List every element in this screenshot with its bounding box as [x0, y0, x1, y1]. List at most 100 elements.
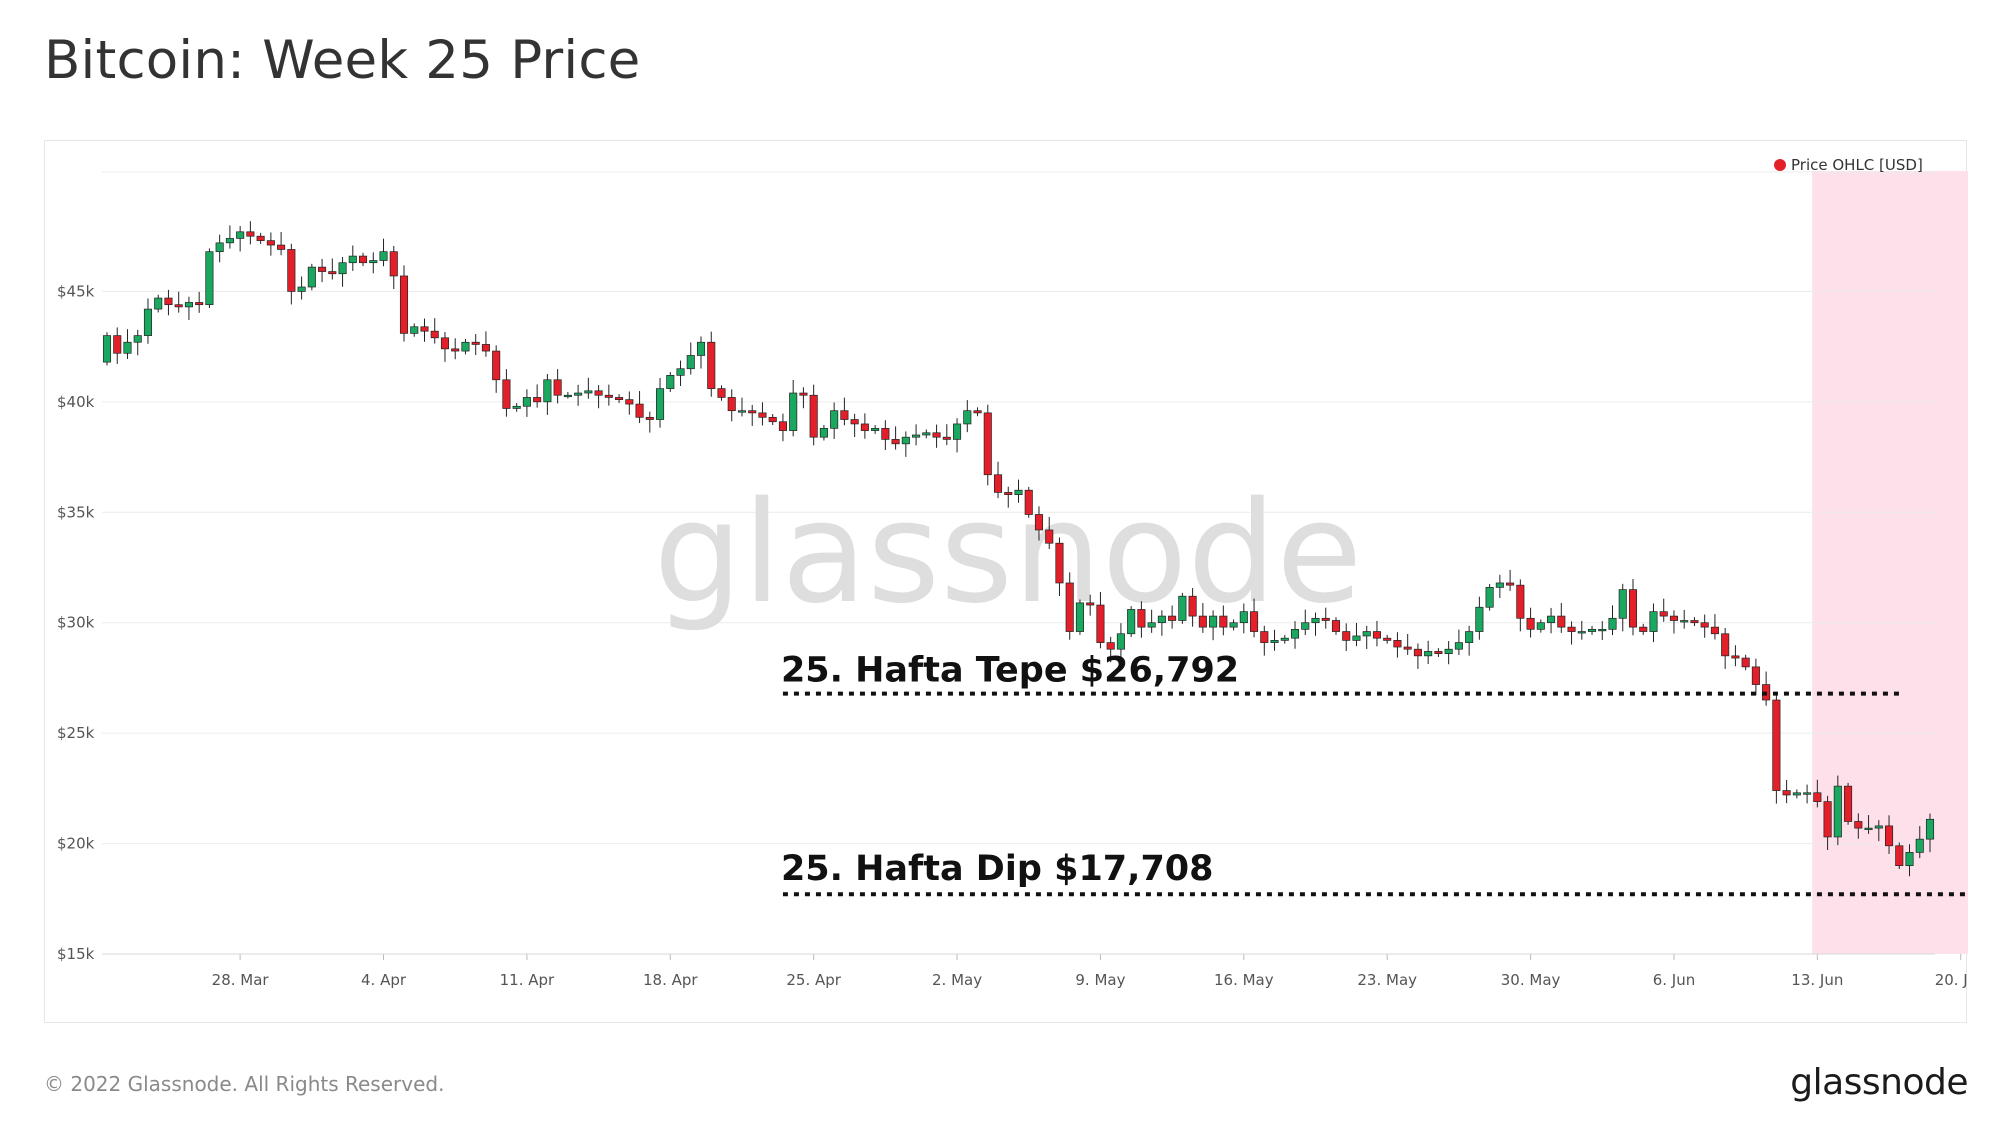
candle-body — [830, 410, 839, 429]
candle-body — [440, 337, 450, 350]
candle-body — [983, 412, 992, 476]
candle-body — [840, 410, 849, 420]
candle-body — [737, 410, 747, 413]
x-tick-label: 6. Jun — [1653, 971, 1696, 989]
candle-body — [297, 286, 306, 292]
candle-body — [748, 410, 757, 414]
annotation-label: 25. Hafta Dip $17,708 — [781, 849, 1214, 889]
candle-body — [1270, 640, 1279, 643]
candle-body — [338, 262, 347, 275]
candle-body — [1137, 609, 1146, 628]
candle-body — [1301, 622, 1310, 630]
candle-body — [645, 416, 654, 420]
candle-body — [993, 474, 1003, 493]
candle-body — [1700, 622, 1709, 628]
x-tick-label: 13. Jun — [1791, 971, 1843, 989]
candle-body — [1188, 595, 1197, 617]
glassnode-logo[interactable]: glassnode — [1790, 1062, 1968, 1103]
candle-body — [1485, 587, 1494, 608]
candle-body — [1290, 628, 1300, 639]
y-tick-label: $15k — [57, 945, 95, 963]
candle-body — [1260, 631, 1269, 643]
candle-body — [1884, 825, 1894, 847]
candle-body — [635, 403, 644, 418]
candle-body — [1198, 615, 1207, 628]
candle-body — [1004, 492, 1013, 495]
candle-body — [1833, 785, 1842, 838]
candle-body — [236, 231, 245, 239]
candle-body — [891, 439, 900, 445]
candle-body — [1075, 602, 1084, 632]
candle-body — [584, 390, 593, 394]
candle-body — [574, 392, 583, 396]
x-tick-label: 4. Apr — [361, 971, 407, 989]
candle-body — [901, 436, 910, 445]
candle-body — [778, 421, 787, 431]
candle-body — [1536, 622, 1545, 630]
candle-body — [717, 388, 726, 398]
candle-body — [973, 410, 982, 414]
x-tick-label: 23. May — [1357, 971, 1417, 989]
price-chart[interactable]: $15k$20k$25k$30k$35k$40k$45kglassnode25.… — [45, 141, 1968, 1024]
candle-body — [461, 341, 470, 352]
candle-body — [1024, 489, 1033, 515]
candle-body — [860, 423, 869, 431]
candle-body — [1639, 626, 1648, 632]
candle-body — [1065, 582, 1074, 632]
candle-body — [1782, 790, 1791, 796]
candle-body — [451, 348, 460, 352]
candle-body — [133, 335, 142, 343]
candle-body — [1106, 642, 1115, 650]
candle-body — [1311, 617, 1320, 624]
y-tick-label: $20k — [57, 835, 95, 853]
candle-body — [1239, 611, 1248, 624]
candle-body — [1659, 611, 1668, 617]
candle-body — [1331, 620, 1341, 632]
y-tick-label: $40k — [57, 393, 95, 411]
candle-body — [1506, 582, 1515, 586]
candle-body — [1383, 637, 1392, 641]
candle-body — [1669, 615, 1678, 621]
x-tick-label: 30. May — [1501, 971, 1561, 989]
candle-body — [1567, 626, 1576, 632]
candle-body — [1424, 651, 1433, 657]
candle-body — [471, 341, 480, 345]
candle-body — [1096, 604, 1105, 643]
page-title: Bitcoin: Week 25 Price — [44, 30, 641, 91]
candle-body — [1680, 620, 1689, 623]
candle-body — [707, 341, 716, 389]
candle-body — [102, 335, 112, 363]
candle-body — [113, 335, 122, 354]
candle-body — [277, 244, 286, 250]
candle-body — [205, 251, 214, 306]
x-tick-label: 25. Apr — [786, 971, 841, 989]
candle-body — [727, 397, 736, 412]
candle-body — [1250, 611, 1259, 632]
candle-body — [1895, 845, 1904, 867]
candle-body — [1854, 821, 1863, 829]
candle-body — [1280, 637, 1289, 641]
candle-body — [553, 379, 562, 396]
candle-body — [1874, 825, 1883, 829]
candle-body — [492, 350, 501, 381]
candle-body — [1813, 792, 1822, 802]
candle-body — [1219, 615, 1228, 628]
candle-body — [1792, 792, 1801, 796]
candle-body — [1516, 584, 1525, 619]
x-tick-label: 11. Apr — [500, 971, 555, 989]
legend-dot — [1774, 159, 1786, 171]
candle-body — [656, 388, 665, 420]
y-tick-label: $25k — [57, 724, 95, 742]
candle-body — [512, 405, 521, 409]
candle-body — [1608, 617, 1617, 630]
chart-frame: $15k $20k $25k $30k $35k $40k $45k glassnode 25.… — [44, 140, 1968, 1024]
candle-body — [1127, 609, 1136, 635]
candle-body — [1034, 514, 1044, 531]
candle-body — [768, 416, 777, 423]
candle-body — [809, 394, 818, 438]
candle-body — [1116, 633, 1125, 650]
candle-body — [143, 308, 153, 336]
candle-body — [912, 434, 921, 438]
candle-body — [502, 379, 511, 409]
candle-body — [1915, 838, 1924, 853]
